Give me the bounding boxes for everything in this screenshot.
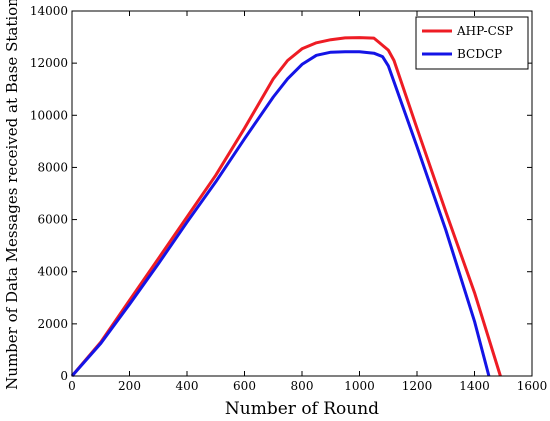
y-axis-label: Number of Data Messages received at Base… (3, 0, 21, 390)
x-tick-label: 1000 (344, 379, 375, 393)
y-tick-label: 8000 (37, 160, 68, 174)
legend-entry: AHP-CSP (456, 24, 513, 38)
y-tick-label: 0 (60, 369, 68, 383)
y-tick-label: 14000 (30, 4, 68, 18)
y-tick-label: 2000 (37, 317, 68, 331)
x-tick-label: 1400 (459, 379, 490, 393)
legend: AHP-CSP BCDCP (415, 16, 529, 70)
x-axis-label: Number of Round (225, 399, 379, 419)
y-tick-label: 6000 (37, 213, 68, 227)
y-tick-label: 12000 (30, 56, 68, 70)
series-line-ahp-csp (70, 36, 502, 377)
legend-box (415, 16, 529, 70)
x-tick-label: 1200 (402, 379, 433, 393)
y-tick-label: 4000 (37, 265, 68, 279)
series-line-bcdcp (70, 50, 491, 377)
x-tick-label: 1600 (517, 379, 548, 393)
legend-entry: BCDCP (457, 47, 502, 61)
plot-frame (71, 10, 533, 377)
x-tick-label: 200 (118, 379, 141, 393)
x-tick-label: 800 (291, 379, 314, 393)
y-tick-label: 10000 (30, 108, 68, 122)
plot-layer (70, 36, 502, 377)
x-tick-label: 400 (176, 379, 199, 393)
x-tick-label: 0 (68, 379, 76, 393)
x-tick-label: 600 (233, 379, 256, 393)
ticks-layer: 0 200 400 600 800 1000 1200 1400 1600 0 2000 4000 60… (30, 4, 547, 393)
